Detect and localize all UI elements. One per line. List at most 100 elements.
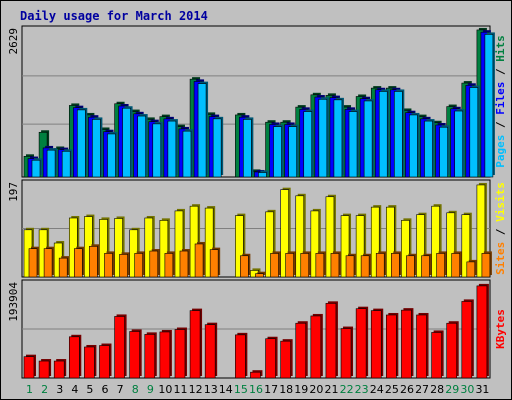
bar-sites-day-24 xyxy=(375,251,387,278)
bar-pages-day-2 xyxy=(46,148,58,178)
bar-pages-day-21 xyxy=(333,97,344,178)
bar-sites-day-30 xyxy=(466,259,477,278)
bar-sites-day-22 xyxy=(345,253,357,278)
bar-kbytes-day-26 xyxy=(401,308,414,379)
bar-sites-day-8 xyxy=(134,251,145,278)
bar-sites-day-21 xyxy=(330,251,341,278)
bar-kbytes-day-18 xyxy=(280,339,293,379)
legend: KBytes xyxy=(494,309,507,349)
bar-pages-day-27 xyxy=(424,119,435,178)
bar-sites-day-31 xyxy=(481,251,492,278)
bar-pages-day-19 xyxy=(303,109,314,178)
x-tick-label: 29 xyxy=(445,383,459,396)
bar-pages-day-15 xyxy=(243,117,254,178)
bar-sites-day-3 xyxy=(58,256,70,278)
x-tick-label: 19 xyxy=(294,383,308,396)
x-tick-label: 6 xyxy=(102,383,109,396)
x-tick-label: 14 xyxy=(219,383,233,396)
bar-pages-day-18 xyxy=(288,124,299,178)
bar-kbytes-day-17 xyxy=(265,336,278,379)
bar-sites-day-1 xyxy=(28,246,39,278)
bar-kbytes-day-13 xyxy=(204,322,218,379)
x-tick-label: 16 xyxy=(249,383,263,396)
bar-sites-day-5 xyxy=(89,244,100,278)
bar-sites-day-17 xyxy=(270,251,281,278)
bar-visits-day-18 xyxy=(280,187,291,278)
bar-pages-day-4 xyxy=(76,107,88,178)
bar-sites-day-18 xyxy=(285,251,296,278)
bar-kbytes-day-21 xyxy=(325,301,338,379)
bar-sites-day-7 xyxy=(119,252,130,278)
bar-sites-day-13 xyxy=(209,247,221,278)
bar-visits-day-20 xyxy=(310,208,321,278)
x-tick-label: 12 xyxy=(189,383,203,396)
panel-visits-sites: 197 Sites / Visits xyxy=(7,179,507,278)
bar-kbytes-day-12 xyxy=(189,308,203,379)
bar-pages-day-30 xyxy=(469,85,480,178)
bar-pages-day-1 xyxy=(31,158,42,178)
bar-sites-day-12 xyxy=(194,241,206,278)
x-tick-label: 25 xyxy=(385,383,399,396)
bar-kbytes-day-23 xyxy=(355,306,369,379)
bar-kbytes-day-1 xyxy=(23,354,36,379)
bar-visits-day-31 xyxy=(476,182,487,278)
x-tick-label: 1 xyxy=(26,383,33,396)
bar-visits-day-22 xyxy=(340,213,352,278)
bar-pages-day-13 xyxy=(212,116,224,178)
bar-pages-day-16 xyxy=(258,170,269,178)
bar-pages-day-10 xyxy=(167,119,178,178)
x-tick-label: 2 xyxy=(41,383,48,396)
x-tick-label: 10 xyxy=(158,383,172,396)
x-tick-label: 22 xyxy=(340,383,354,396)
bar-visits-day-13 xyxy=(204,206,216,278)
bar-pages-day-5 xyxy=(92,117,103,178)
bar-pages-day-20 xyxy=(318,97,329,178)
x-tick-label: 11 xyxy=(174,383,188,396)
x-tick-label: 27 xyxy=(415,383,429,396)
legend-entry: Pages xyxy=(494,135,507,168)
bar-sites-day-6 xyxy=(104,251,115,278)
bar-kbytes-day-5 xyxy=(84,344,97,379)
bar-pages-day-12 xyxy=(197,81,209,178)
axis-max-label: 2629 xyxy=(7,28,20,55)
panel-hits-files: 2629 Pages / Files / Hits xyxy=(7,25,507,178)
bar-pages-day-28 xyxy=(439,125,450,178)
x-tick-label: 28 xyxy=(430,383,444,396)
bar-sites-day-2 xyxy=(43,246,55,278)
bar-kbytes-day-16 xyxy=(250,370,263,379)
bar-kbytes-day-3 xyxy=(53,359,67,379)
x-tick-label: 26 xyxy=(400,383,414,396)
bar-kbytes-day-9 xyxy=(144,332,157,379)
bar-kbytes-day-10 xyxy=(159,329,172,379)
legend-entry: Sites xyxy=(494,242,507,275)
bar-pages-day-26 xyxy=(409,112,420,178)
bar-visits-day-30 xyxy=(461,212,472,278)
bar-kbytes-day-2 xyxy=(38,359,52,379)
x-tick-label: 7 xyxy=(117,383,124,396)
bar-visits-day-9 xyxy=(144,215,155,278)
bar-kbytes-day-15 xyxy=(235,332,248,379)
bar-pages-day-11 xyxy=(182,129,193,178)
bar-sites-day-28 xyxy=(436,251,447,278)
axis-max-label: 193904 xyxy=(7,282,20,322)
bar-kbytes-day-7 xyxy=(114,314,127,379)
legend-entry: Visits xyxy=(494,182,507,222)
bar-kbytes-day-29 xyxy=(446,321,459,379)
bar-visits-day-27 xyxy=(416,212,427,278)
bar-sites-day-26 xyxy=(406,253,417,278)
bar-pages-day-23 xyxy=(363,98,375,178)
bar-visits-day-10 xyxy=(159,218,170,278)
bar-kbytes-day-31 xyxy=(476,283,489,379)
bar-pages-day-9 xyxy=(152,121,163,178)
bar-sites-day-10 xyxy=(164,251,175,278)
x-tick-label: 30 xyxy=(460,383,474,396)
legend-entry: / xyxy=(494,222,507,242)
bar-sites-day-16 xyxy=(255,271,266,278)
bar-visits-day-11 xyxy=(174,208,185,278)
bar-sites-day-9 xyxy=(149,249,160,278)
x-tick-label: 9 xyxy=(147,383,154,396)
x-tick-label: 13 xyxy=(204,383,218,396)
x-tick-label: 8 xyxy=(132,383,139,396)
bar-pages-day-6 xyxy=(107,131,118,178)
